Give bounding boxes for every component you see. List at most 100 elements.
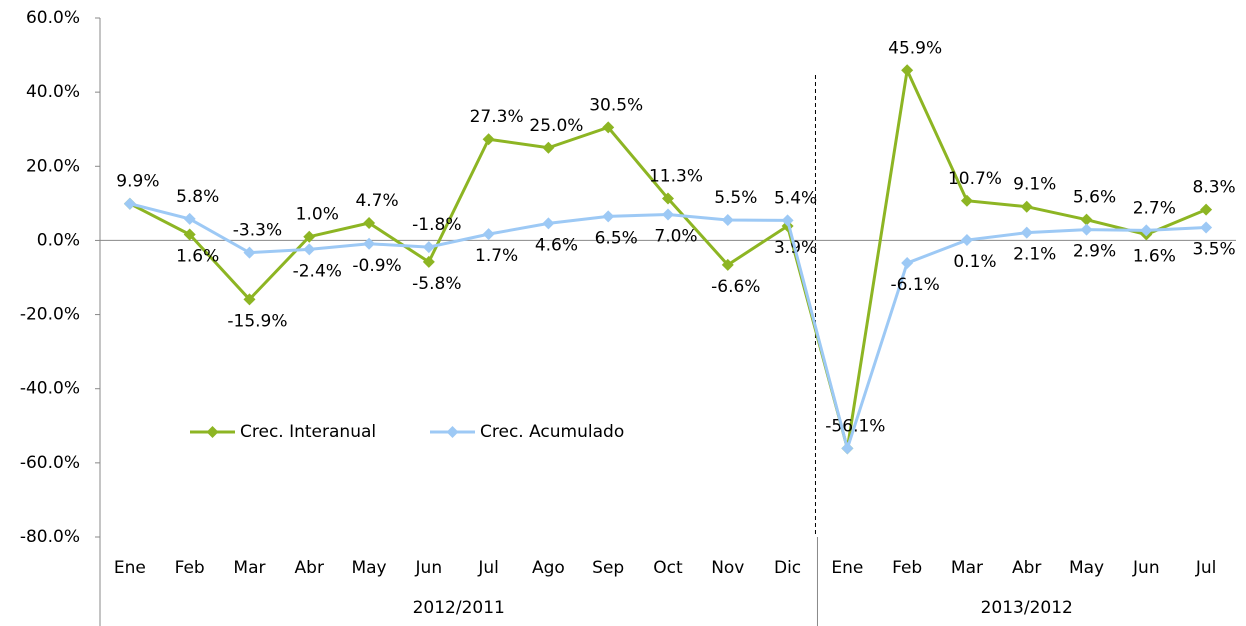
marker — [303, 230, 316, 243]
data-label: 0.1% — [953, 252, 996, 272]
x-tick-label: Feb — [892, 558, 922, 578]
x-tick-label: Abr — [295, 558, 324, 578]
data-label: -6.6% — [711, 277, 760, 297]
x-tick-label: Jun — [415, 558, 443, 578]
x-tick-label: May — [351, 558, 386, 578]
data-label: 5.6% — [1073, 188, 1116, 208]
marker — [1200, 221, 1213, 234]
marker — [542, 141, 555, 154]
x-tick-label: Ago — [532, 558, 565, 578]
group-label: 2012/2011 — [413, 598, 505, 618]
x-tick-label: May — [1069, 558, 1104, 578]
marker — [1140, 224, 1153, 237]
data-label: -15.9% — [227, 311, 287, 331]
data-label: -0.9% — [352, 256, 401, 276]
y-tick-label: -20.0% — [20, 305, 80, 325]
marker — [960, 234, 973, 247]
marker — [303, 243, 316, 256]
data-label: 7.0% — [654, 226, 697, 246]
marker — [243, 246, 256, 259]
x-tick-label: Jul — [477, 558, 499, 578]
x-tick-label: Ene — [114, 558, 146, 578]
marker — [721, 258, 734, 271]
marker — [422, 255, 435, 268]
data-label: 11.3% — [649, 167, 703, 187]
data-label: 3.5% — [1193, 239, 1236, 259]
data-label: 5.5% — [714, 188, 757, 208]
data-label: 1.6% — [176, 246, 219, 266]
marker — [721, 214, 734, 227]
data-label: -3.3% — [233, 221, 282, 241]
marker — [542, 217, 555, 230]
data-label: 6.5% — [595, 228, 638, 248]
y-tick-label: -40.0% — [20, 379, 80, 399]
y-tick-label: -60.0% — [20, 453, 80, 473]
marker — [123, 197, 136, 210]
legend-label: Crec. Acumulado — [480, 422, 624, 442]
marker — [482, 228, 495, 241]
marker — [901, 64, 914, 77]
marker — [422, 241, 435, 254]
marker — [1020, 226, 1033, 239]
data-label: 10.7% — [948, 169, 1002, 189]
marker — [960, 194, 973, 207]
data-label: 9.1% — [1013, 175, 1056, 195]
marker — [482, 133, 495, 146]
marker — [901, 257, 914, 270]
marker — [662, 208, 674, 221]
group-label: 2013/2012 — [981, 598, 1073, 618]
x-tick-label: Jul — [1195, 558, 1217, 578]
x-tick-label: Feb — [175, 558, 205, 578]
data-label: 5.4% — [774, 188, 817, 208]
data-label: 2.7% — [1133, 198, 1176, 218]
x-tick-label: Ene — [831, 558, 863, 578]
marker — [363, 217, 376, 230]
marker — [1020, 200, 1033, 213]
marker — [1080, 213, 1093, 226]
data-label: 1.7% — [475, 246, 518, 266]
marker — [662, 192, 674, 205]
y-tick-label: 40.0% — [26, 82, 80, 102]
data-label: 30.5% — [589, 95, 643, 115]
data-label: 2.1% — [1013, 245, 1056, 265]
data-label: -1.8% — [412, 215, 461, 235]
marker — [602, 121, 615, 134]
x-tick-label: Abr — [1012, 558, 1041, 578]
y-tick-label: 0.0% — [37, 230, 80, 250]
marker — [781, 214, 794, 227]
data-label: -6.1% — [890, 275, 939, 295]
data-label: 45.9% — [888, 38, 942, 58]
data-label: 5.8% — [176, 187, 219, 207]
x-tick-label: Sep — [592, 558, 624, 578]
marker — [243, 293, 256, 306]
legend-marker — [446, 426, 459, 438]
x-tick-label: Nov — [711, 558, 744, 578]
marker — [183, 228, 196, 241]
legend-label: Crec. Interanual — [240, 422, 376, 442]
y-tick-label: 20.0% — [26, 156, 80, 176]
x-tick-label: Jun — [1132, 558, 1160, 578]
data-label: 4.6% — [535, 235, 578, 255]
x-tick-label: Mar — [233, 558, 265, 578]
marker — [602, 210, 615, 223]
x-tick-label: Mar — [951, 558, 983, 578]
marker — [1200, 203, 1213, 216]
data-label: 1.6% — [1133, 246, 1176, 266]
x-tick-label: Oct — [653, 558, 683, 578]
data-label: -2.4% — [293, 261, 342, 281]
data-label: 1.0% — [296, 205, 339, 225]
legend-marker — [206, 426, 219, 438]
data-label: 27.3% — [470, 107, 524, 127]
data-label: 8.3% — [1193, 178, 1236, 198]
x-tick-label: Dic — [774, 558, 801, 578]
data-label: 9.9% — [116, 172, 159, 192]
data-label: 25.0% — [529, 116, 583, 136]
y-tick-label: -80.0% — [20, 527, 80, 547]
marker — [1080, 223, 1093, 236]
marker — [363, 237, 376, 250]
marker — [841, 442, 854, 455]
marker — [183, 212, 196, 225]
data-label: 4.7% — [355, 191, 398, 211]
data-label: 2.9% — [1073, 242, 1116, 262]
